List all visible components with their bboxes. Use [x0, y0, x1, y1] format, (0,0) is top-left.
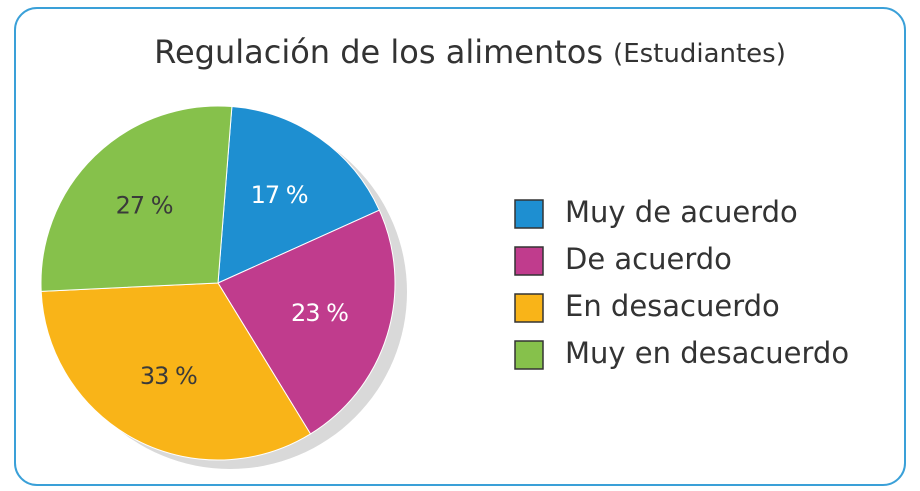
legend-label: De acuerdo [565, 242, 732, 276]
legend-swatch [514, 246, 544, 276]
pie-slice [217, 209, 396, 435]
pie-slice [40, 282, 312, 461]
pie-slice [217, 106, 380, 284]
legend-swatch [514, 293, 544, 323]
chart-subtitle: (Estudiantes) [613, 39, 786, 69]
legend-label: Muy en desacuerdo [565, 336, 849, 370]
slice-label: 27 % [116, 192, 173, 220]
pie-slice [40, 105, 233, 292]
slice-label: 17 % [251, 181, 308, 209]
legend-label: Muy de acuerdo [565, 195, 798, 229]
legend-swatch [514, 340, 544, 370]
chart-heading: Regulación de los alimentos (Estudiantes) [154, 33, 786, 71]
slice-label: 23 % [291, 299, 348, 327]
slice-label: 33 % [140, 362, 197, 390]
legend-swatch [514, 199, 544, 229]
legend-label: En desacuerdo [565, 289, 780, 323]
chart-title: Regulación de los alimentos [154, 33, 603, 71]
